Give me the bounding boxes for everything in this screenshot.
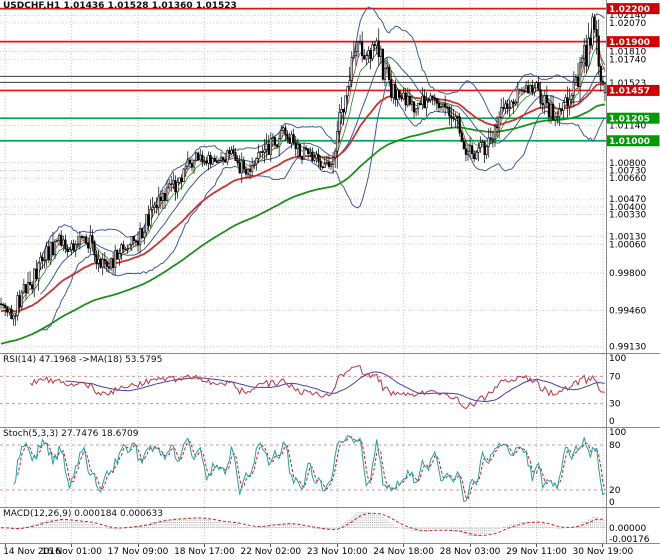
svg-text:1.01810: 1.01810 [609, 48, 646, 58]
price-chart-panel[interactable]: 1.02140 1.02070 1.01810 1.01740 1.01140 1.008… [0, 0, 660, 354]
time-axis-label: 17 Nov 09:00 [107, 547, 169, 557]
macd-indicator-label: MACD(12,26,9) 0.000184 0.000633 [3, 509, 163, 519]
stochastic-indicator-panel[interactable]: 100 80 20 0 Stoch(5,3,3) 27.7476 18.6709 [0, 428, 660, 508]
time-axis-label: 24 Nov 18:00 [373, 547, 434, 557]
svg-text:80: 80 [609, 441, 621, 451]
macd-canvas: 0.00000-0.00176 [0, 508, 660, 544]
svg-text:70: 70 [609, 372, 621, 382]
svg-text:0: 0 [609, 498, 615, 508]
time-axis-tick [203, 544, 205, 547]
time-axis-tick [602, 544, 604, 547]
rsi-indicator-panel[interactable]: 100 70 30 0 RSI(14) 47.1968 ->MA(18) 53.579… [0, 354, 660, 428]
time-axis-tick [469, 544, 471, 547]
svg-text:0.99460: 0.99460 [609, 306, 646, 316]
svg-text:1.02070: 1.02070 [609, 19, 646, 29]
time-axis-tick [270, 544, 272, 547]
rsi-canvas: 100 70 30 0 [0, 354, 660, 428]
time-axis-label: 22 Nov 02:00 [240, 547, 302, 557]
svg-text:20: 20 [609, 486, 621, 496]
time-axis-tick [4, 544, 6, 547]
stochastic-indicator-label: Stoch(5,3,3) 27.7476 18.6709 [3, 429, 139, 439]
svg-text:1.01740: 1.01740 [609, 55, 646, 65]
time-axis-tick [535, 544, 537, 547]
macd-indicator-panel[interactable]: 0.00000 -0.00176 MACD(12,26,9) 0.000184 0… [0, 508, 660, 544]
svg-text:1.01205: 1.01205 [609, 114, 650, 124]
svg-text:0.99130: 0.99130 [609, 343, 646, 353]
svg-text:100: 100 [609, 428, 626, 438]
time-axis-tick [137, 544, 139, 547]
time-axis-label: 29 Nov 11:00 [506, 547, 567, 557]
stochastic-canvas: 100 80 20 0 [0, 428, 660, 508]
time-axis[interactable]: 14 Nov 2016 16 Nov 01:00 17 Nov 09:00 18 No… [0, 544, 660, 560]
time-axis-label: 14 Nov 2016 [3, 547, 61, 557]
rsi-indicator-label: RSI(14) 47.1968 ->MA(18) 53.5795 [3, 355, 163, 365]
svg-text:1.02200: 1.02200 [609, 5, 650, 15]
svg-text:0.00000: 0.00000 [609, 524, 646, 534]
svg-text:1.00330: 1.00330 [609, 211, 646, 221]
svg-text:30: 30 [609, 400, 621, 410]
svg-text:1.00470: 1.00470 [609, 195, 646, 205]
time-axis-label: 23 Nov 10:00 [306, 547, 368, 557]
svg-text:1.00400: 1.00400 [609, 203, 646, 213]
svg-text:1.00060: 1.00060 [609, 240, 646, 250]
svg-text:1.01000: 1.01000 [609, 137, 650, 147]
svg-text:1.00730: 1.00730 [609, 166, 646, 176]
svg-text:100: 100 [609, 354, 626, 364]
time-axis-label: 18 Nov 17:00 [174, 547, 235, 557]
time-axis-tick [336, 544, 338, 547]
time-axis-label: 16 Nov 01:00 [41, 547, 102, 557]
time-axis-tick [71, 544, 73, 547]
svg-text:1.01900: 1.01900 [609, 38, 650, 48]
svg-text:-0.00176: -0.00176 [609, 535, 650, 544]
time-axis-label: 28 Nov 03:00 [439, 547, 501, 557]
svg-text:1.02140: 1.02140 [609, 11, 646, 21]
svg-text:0.99800: 0.99800 [609, 269, 646, 279]
svg-text:1.00800: 1.00800 [609, 159, 646, 169]
svg-text:0: 0 [609, 417, 615, 427]
svg-text:1.01523: 1.01523 [609, 79, 646, 89]
time-axis-label: 30 Nov 19:00 [572, 547, 634, 557]
svg-text:1.00130: 1.00130 [609, 233, 646, 243]
svg-text:1.00660: 1.00660 [609, 174, 646, 184]
time-axis-tick [403, 544, 405, 547]
svg-text:1.01457: 1.01457 [609, 87, 650, 97]
svg-text:1.01140: 1.01140 [609, 121, 646, 131]
chart-symbol-ohlc-label: USDCHF,H1 1.01436 1.01528 1.01360 1.0152… [3, 1, 237, 11]
